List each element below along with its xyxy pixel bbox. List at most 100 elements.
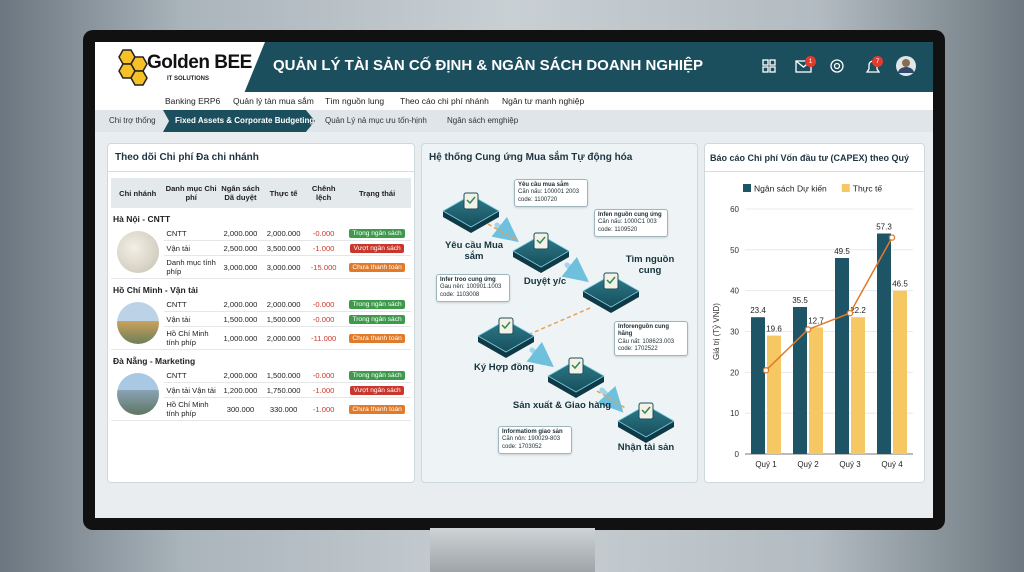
branch-photo-cell (111, 226, 165, 279)
return-arrow (529, 307, 591, 335)
actual: 1,750.000 (263, 382, 305, 398)
tile-side (443, 211, 499, 233)
tile-top (582, 274, 640, 308)
budget: 2,000.000 (217, 226, 264, 241)
bar-annotation: 57.3 (876, 223, 892, 232)
nav-item[interactable]: Quản lý tàn mua sắm (233, 96, 314, 106)
trend-line (765, 237, 893, 371)
status-badge: Chưa thanh toán (349, 334, 405, 343)
budget: 300.000 (217, 397, 264, 421)
settings-icon[interactable] (830, 59, 844, 73)
column-header: Chênh lệch (304, 178, 344, 208)
status-badge: Chưa thanh toán (349, 263, 405, 272)
status-cell: Chưa thanh toán (343, 326, 411, 350)
step-tile[interactable] (617, 402, 675, 443)
legend-swatch (743, 184, 751, 192)
y-tick-label: 10 (730, 409, 739, 418)
status-cell: Vượt ngân sách (343, 240, 411, 256)
table-row: CNTT 2,000.000 2,000.000 -0.000 Trọng ngân s… (111, 226, 411, 279)
table-row: Vận tải Vận tải 1,200.000 1,750.000 -1.000 V… (111, 382, 411, 398)
panel-title: Hệ thống Cung ứng Mua sắm Tự động hóa (429, 152, 633, 163)
breadcrumb-item[interactable]: Fixed Assets & Corporate Budgeting (163, 110, 315, 132)
budget: 3,000.000 (217, 255, 264, 279)
breadcrumb: Chi trợ thống Fixed Assets & Corporate Bu… (95, 110, 933, 132)
nav-item[interactable]: Banking ERP6 (165, 96, 221, 106)
nav-item[interactable]: Ngân tư manh nghiệp (502, 96, 585, 106)
step-label: Ký Hợp đồng (473, 362, 535, 373)
breadcrumb-item[interactable]: Ngân sách emghiệp (447, 116, 519, 125)
tile-side (618, 421, 674, 443)
bar-annotation: 22.2 (850, 306, 866, 315)
flow-arrow (526, 341, 554, 368)
bar-annotation: 12.7 (808, 316, 824, 325)
trend-point (804, 326, 812, 333)
category: Hồ Chí Minh tính phíp (164, 397, 218, 421)
bar (809, 327, 823, 454)
capex-panel: Báo cáo Chi phí Vốn đầu tư (CAPEX) theo … (704, 143, 925, 483)
table-row: CNTT 2,000.000 2,000.000 -0.000 Trong ngân s… (111, 297, 411, 350)
status-badge: Chưa thanh toán (349, 405, 405, 414)
legend-label: Ngân sách Dự kiến (754, 184, 827, 194)
app-title: QUẢN LÝ TÀI SẢN CỐ ĐỊNH & NGÂN SÁCH DOAN… (273, 57, 704, 74)
difference: -0.000 (304, 297, 344, 312)
budget: 1,000.000 (217, 326, 264, 350)
bar (851, 317, 865, 454)
info-line: Gau nên: 100901.1003 (440, 284, 502, 291)
branch-photo-cell (111, 368, 165, 421)
difference: -1.000 (304, 382, 344, 398)
bar-annotation: 49.5 (834, 247, 850, 256)
table-row: CNTT 2,000.000 1,500.000 -0.000 Trong ngân s… (111, 368, 411, 421)
category: Vận tải (164, 240, 218, 256)
step-tile[interactable] (547, 357, 605, 398)
monitor-stand (430, 528, 595, 572)
status-badge: Trong ngân sách (349, 315, 405, 324)
status-cell: Chưa thanh toán (343, 255, 411, 279)
nav-item[interactable]: Tìm nguồn lung (325, 96, 385, 106)
flow-arrow (491, 216, 519, 243)
chart-title: Báo cáo Chi phí Vốn đầu tư (CAPEX) theo … (705, 144, 924, 172)
step-label: Nhận tài sản (617, 442, 675, 453)
table-header: Chi nhánh Danh mục Chi phí Ngân sách Dã du… (111, 178, 411, 208)
breadcrumb-item[interactable]: Quản Lý nả mục ưu tốn-hịnh (325, 116, 427, 125)
difference: -1.000 (304, 397, 344, 421)
actual: 3,000.000 (263, 255, 305, 279)
tile-side (513, 251, 569, 273)
step-tile[interactable] (477, 317, 535, 358)
step-label: Sản xuất & Giao hàng (512, 400, 612, 411)
breadcrumb-item[interactable]: Chi trợ thống (109, 116, 156, 125)
actual: 1,500.000 (263, 368, 305, 383)
bar (793, 307, 807, 454)
x-tick-label: Quý 4 (881, 460, 903, 469)
capex-chart: Giá trị (Tỷ VND) 0 10 20 30 40 50 60 Ngân sách D… (712, 184, 913, 469)
bar (877, 233, 891, 454)
info-line: code: 1703052 (502, 443, 542, 450)
info-line: Inforenguồn cung hãng (618, 324, 669, 338)
group-name: Đà Nẵng - Marketing (113, 356, 196, 366)
apps-icon[interactable] (762, 59, 776, 73)
info-line: Infer troo cung ứng (440, 277, 496, 283)
y-tick-label: 50 (730, 246, 739, 255)
info-line: Căn nấu: 1000C1 003 (598, 219, 657, 226)
info-line: code: 1109520 (598, 226, 638, 233)
tile-top (512, 234, 570, 268)
info-line: Căn nôn: 190029-803 (502, 436, 561, 443)
step-tile[interactable] (512, 232, 570, 273)
branch-photo (116, 373, 159, 415)
bar (751, 317, 765, 454)
tile-top (547, 359, 605, 393)
step-tile[interactable] (442, 192, 500, 233)
nav-item[interactable]: Theo cáo chi phí nhánh (400, 96, 489, 106)
status-cell: Trong ngân sách (343, 311, 411, 327)
info-line: Informatiom giao sản (502, 429, 563, 435)
header: Golden BEE IT SOLUTIONS QUẢN LÝ TÀI SẢN … (95, 42, 933, 92)
status-badge: Trong ngân sách (349, 371, 405, 380)
info-box: Inforenguồn cung hãng Câu nất: 108623.003… (614, 321, 688, 357)
bar-annotation: 35.5 (792, 296, 808, 305)
logo[interactable]: Golden BEE IT SOLUTIONS (95, 42, 265, 92)
y-axis-label: Giá trị (Tỷ VND) (712, 303, 721, 360)
info-box: Infen nguồn cung ứng Căn nấu: 1000C1 003 c… (594, 209, 668, 237)
step-tile[interactable] (582, 272, 640, 313)
tile-side (583, 291, 639, 313)
step-icon-mark (641, 406, 651, 415)
category: Vận tải (164, 311, 218, 327)
